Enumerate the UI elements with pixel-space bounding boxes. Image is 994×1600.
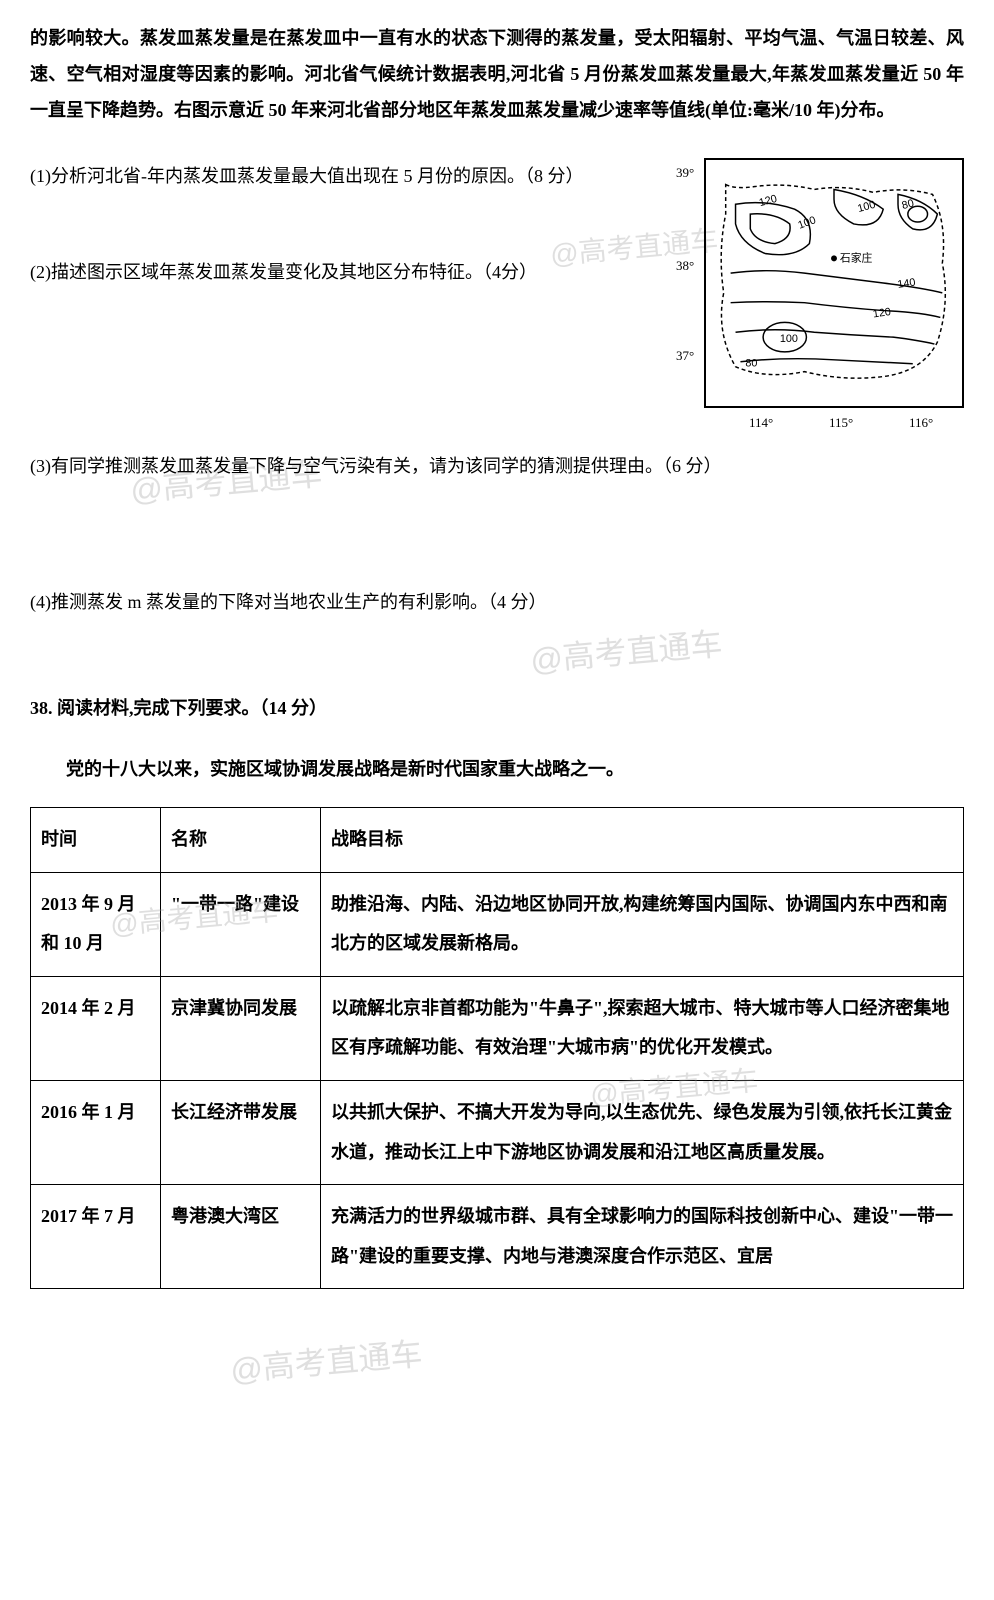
cell-name: 京津冀协同发展 (161, 976, 321, 1080)
question-4-block: (4)推测蒸发 m 蒸发量的下降对当地农业生产的有利影响。（4 分） (30, 584, 964, 620)
question-3: (3)有同学推测蒸发皿蒸发量下降与空气污染有关，请为该同学的猜测提供理由。（6 … (30, 448, 964, 484)
lon-label: 114° (749, 410, 773, 436)
svg-text:120: 120 (758, 193, 779, 209)
question-col: (1)分析河北省-年内蒸发皿蒸发量最大值出现在 5 月份的原因。（8 分） (2… (30, 158, 694, 408)
header-name: 名称 (161, 808, 321, 873)
lat-label: 38° (676, 253, 694, 279)
lat-label: 39° (676, 160, 694, 186)
cell-name: 粤港澳大湾区 (161, 1185, 321, 1289)
lon-label: 115° (829, 410, 853, 436)
table-row: 2016 年 1 月 长江经济带发展 以共抓大保护、不搞大开发为导向,以生态优先… (31, 1080, 964, 1184)
question-38-intro: 党的十八大以来，实施区域协调发展战略是新时代国家重大战略之一。 (30, 751, 964, 787)
table-row: 2017 年 7 月 粤港澳大湾区 充满活力的世界级城市群、具有全球影响力的国际… (31, 1185, 964, 1289)
header-target: 战略目标 (321, 808, 964, 873)
question-1: (1)分析河北省-年内蒸发皿蒸发量最大值出现在 5 月份的原因。（8 分） (30, 158, 694, 194)
cell-target: 以共抓大保护、不搞大开发为导向,以生态优先、绿色发展为引领,依托长江黄金水道，推… (321, 1080, 964, 1184)
cell-name: 长江经济带发展 (161, 1080, 321, 1184)
map-wrapper: 石家庄 120 100 100 80 140 120 100 80 39° 38… (704, 158, 964, 408)
svg-text:100: 100 (796, 214, 817, 231)
map-figure: 石家庄 120 100 100 80 140 120 100 80 (704, 158, 964, 408)
lat-label: 37° (676, 343, 694, 369)
watermark: @高考直通车 (228, 1322, 425, 1403)
cell-target: 以疏解北京非首都功能为"牛鼻子",探索超大城市、特大城市等人口经济密集地区有序疏… (321, 976, 964, 1080)
cell-target: 充满活力的世界级城市群、具有全球影响力的国际科技创新中心、建设"一带一路"建设的… (321, 1185, 964, 1289)
question-2: (2)描述图示区域年蒸发皿蒸发量变化及其地区分布特征。（4分） (30, 254, 694, 290)
watermark: @高考直通车 (528, 612, 725, 693)
intro-paragraph: 的影响较大。蒸发皿蒸发量是在蒸发皿中一直有水的状态下测得的蒸发量，受太阳辐射、平… (30, 20, 964, 128)
svg-text:100: 100 (780, 333, 798, 345)
question-38-title: 38. 阅读材料,完成下列要求。（14 分） (30, 690, 964, 726)
cell-time: 2013 年 9 月和 10 月 (31, 872, 161, 976)
cell-target: 助推沿海、内陆、沿边地区协同开放,构建统筹国内国际、协调国内东中西和南北方的区域… (321, 872, 964, 976)
lon-label: 116° (909, 410, 933, 436)
svg-text:140: 140 (897, 276, 917, 290)
page-wrapper: @高考直通车 @高考直通车 @高考直通车 @高考直通车 @高考直通车 @高考直通… (30, 20, 964, 1289)
cell-time: 2017 年 7 月 (31, 1185, 161, 1289)
cell-name: "一带一路"建设 (161, 872, 321, 976)
svg-text:120: 120 (872, 306, 892, 320)
svg-text:80: 80 (745, 358, 757, 370)
cell-time: 2014 年 2 月 (31, 976, 161, 1080)
question-3-block: (3)有同学推测蒸发皿蒸发量下降与空气污染有关，请为该同学的猜测提供理由。（6 … (30, 448, 964, 484)
header-time: 时间 (31, 808, 161, 873)
question-map-row: (1)分析河北省-年内蒸发皿蒸发量最大值出现在 5 月份的原因。（8 分） (2… (30, 158, 964, 408)
table-header-row: 时间 名称 战略目标 (31, 808, 964, 873)
svg-text:80: 80 (901, 197, 916, 212)
question-4: (4)推测蒸发 m 蒸发量的下降对当地农业生产的有利影响。（4 分） (30, 584, 964, 620)
svg-text:100: 100 (856, 199, 877, 215)
cell-time: 2016 年 1 月 (31, 1080, 161, 1184)
strategy-table: 时间 名称 战略目标 2013 年 9 月和 10 月 "一带一路"建设 助推沿… (30, 807, 964, 1289)
map-svg: 石家庄 120 100 100 80 140 120 100 80 (706, 160, 962, 406)
table-row: 2014 年 2 月 京津冀协同发展 以疏解北京非首都功能为"牛鼻子",探索超大… (31, 976, 964, 1080)
table-row: 2013 年 9 月和 10 月 "一带一路"建设 助推沿海、内陆、沿边地区协同… (31, 872, 964, 976)
city-label: 石家庄 (840, 250, 873, 264)
